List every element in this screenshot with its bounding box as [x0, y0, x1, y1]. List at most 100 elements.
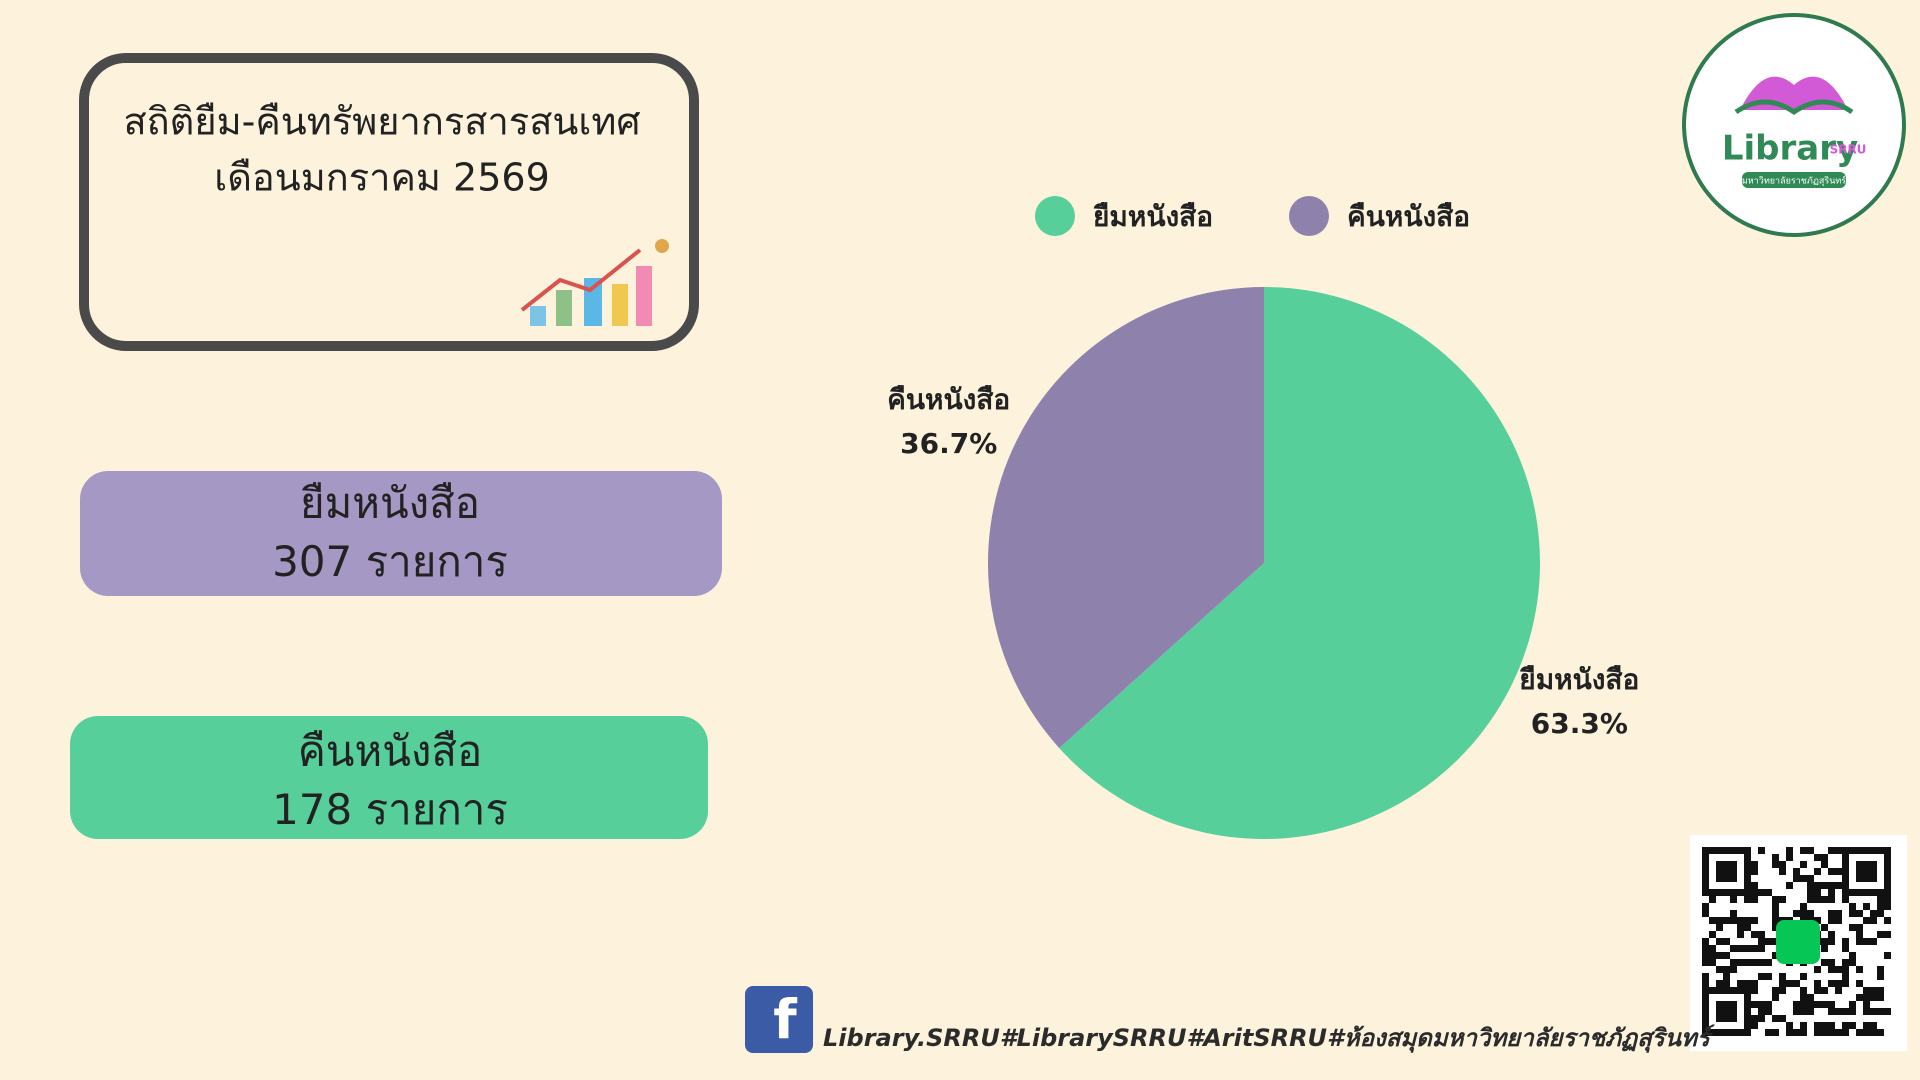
- qr-cell: [1828, 1029, 1835, 1036]
- qr-cell: [1751, 959, 1758, 966]
- qr-cell: [1716, 980, 1723, 987]
- title-line1: สถิติยืม-คืนทรัพยากรสารสนเทศ: [123, 100, 640, 144]
- qr-cell: [1751, 945, 1758, 952]
- qr-cell: [1772, 924, 1779, 931]
- qr-cell: [1779, 861, 1786, 868]
- qr-cell: [1842, 973, 1849, 980]
- qr-cell: [1702, 945, 1709, 952]
- qr-cell: [1744, 917, 1751, 924]
- qr-cell: [1835, 1029, 1842, 1036]
- qr-cell: [1842, 959, 1849, 966]
- card-label: ยืมหนังสือ: [300, 479, 480, 528]
- qr-cell: [1716, 924, 1723, 931]
- qr-cell: [1744, 945, 1751, 952]
- qr-cell: [1821, 959, 1828, 966]
- qr-cell: [1821, 945, 1828, 952]
- qr-cell: [1835, 1008, 1842, 1015]
- card-label: คืนหนังสือ: [298, 727, 483, 776]
- qr-cell: [1807, 847, 1814, 854]
- qr-cell: [1842, 980, 1849, 987]
- qr-cell: [1842, 1008, 1849, 1015]
- logo: Library SRRU มหาวิทยาลัยราชภัฏสุรินทร์: [1682, 13, 1906, 237]
- qr-cell: [1870, 1029, 1877, 1036]
- qr-center: [1776, 920, 1820, 964]
- qr-cell: [1849, 903, 1856, 910]
- qr-cell: [1702, 980, 1709, 987]
- qr-cell: [1702, 959, 1709, 966]
- qr-cell: [1870, 938, 1877, 945]
- qr-cell: [1884, 1008, 1891, 1015]
- qr-cell: [1772, 903, 1779, 910]
- qr-cell: [1800, 1008, 1807, 1015]
- qr-cell: [1842, 945, 1849, 952]
- qr-cell: [1772, 952, 1779, 959]
- qr-cell: [1884, 896, 1891, 903]
- qr-cell: [1828, 938, 1835, 945]
- qr-cell: [1765, 1008, 1772, 1015]
- qr-cell: [1730, 896, 1737, 903]
- qr-cell: [1772, 1029, 1779, 1036]
- qr-cell: [1814, 889, 1821, 896]
- qr-cell: [1856, 924, 1863, 931]
- qr-cell: [1723, 973, 1730, 980]
- logo-caption: มหาวิทยาลัยราชภัฏสุรินทร์: [1742, 175, 1846, 187]
- qr-cell: [1751, 980, 1758, 987]
- qr-cell: [1870, 987, 1877, 994]
- qr-cell: [1821, 882, 1828, 889]
- qr-cell: [1828, 966, 1835, 973]
- qr-cell: [1751, 882, 1758, 889]
- qr-cell: [1849, 1022, 1856, 1029]
- qr-cell: [1702, 910, 1709, 917]
- title-frame: [79, 53, 699, 351]
- qr-cell: [1821, 896, 1828, 903]
- qr-cell: [1856, 966, 1863, 973]
- qr-cell: [1807, 875, 1814, 882]
- qr-cell: [1835, 966, 1842, 973]
- qr-cell: [1835, 980, 1842, 987]
- qr-cell: [1723, 952, 1730, 959]
- qr-cell: [1730, 959, 1737, 966]
- qr-cell: [1877, 903, 1884, 910]
- qr-cell: [1877, 1029, 1884, 1036]
- qr-cell: [1842, 966, 1849, 973]
- legend-swatch: [1289, 196, 1329, 236]
- qr-cell: [1807, 1008, 1814, 1015]
- qr-cell: [1863, 938, 1870, 945]
- qr-cell: [1814, 882, 1821, 889]
- qr-cell: [1856, 910, 1863, 917]
- qr-cell: [1800, 973, 1807, 980]
- qr-cell: [1814, 854, 1821, 861]
- qr-cell: [1751, 889, 1758, 896]
- qr-cell: [1751, 987, 1758, 994]
- qr-cell: [1800, 1029, 1807, 1036]
- unit: รายการ: [366, 785, 508, 834]
- qr-cell: [1807, 889, 1814, 896]
- qr-cell: [1800, 994, 1807, 1001]
- qr-cell: [1758, 973, 1765, 980]
- qr-cell: [1779, 973, 1786, 980]
- qr-cell: [1765, 889, 1772, 896]
- qr-cell: [1793, 910, 1800, 917]
- qr-cell: [1751, 868, 1758, 875]
- qr-cell: [1709, 952, 1716, 959]
- qr-cell: [1772, 1015, 1779, 1022]
- card-count: 178 รายการ: [272, 785, 508, 834]
- qr-cell: [1835, 917, 1842, 924]
- qr-cell: [1779, 980, 1786, 987]
- qr-cell: [1772, 994, 1779, 1001]
- qr-cell: [1730, 945, 1737, 952]
- card-count: 307 รายการ: [272, 537, 508, 586]
- qr-cell: [1856, 1029, 1863, 1036]
- legend-label: ยืมหนังสือ: [1093, 200, 1213, 233]
- qr-cell: [1877, 987, 1884, 994]
- qr-cell: [1744, 896, 1751, 903]
- qr-cell: [1835, 882, 1842, 889]
- qr-cell: [1737, 945, 1744, 952]
- qr-cell: [1863, 1001, 1870, 1008]
- qr-cell: [1758, 931, 1765, 938]
- slice-value: 36.7%: [900, 427, 997, 460]
- qr-cell: [1765, 938, 1772, 945]
- qr-cell: [1702, 938, 1709, 945]
- logo-sub: SRRU: [1830, 143, 1867, 157]
